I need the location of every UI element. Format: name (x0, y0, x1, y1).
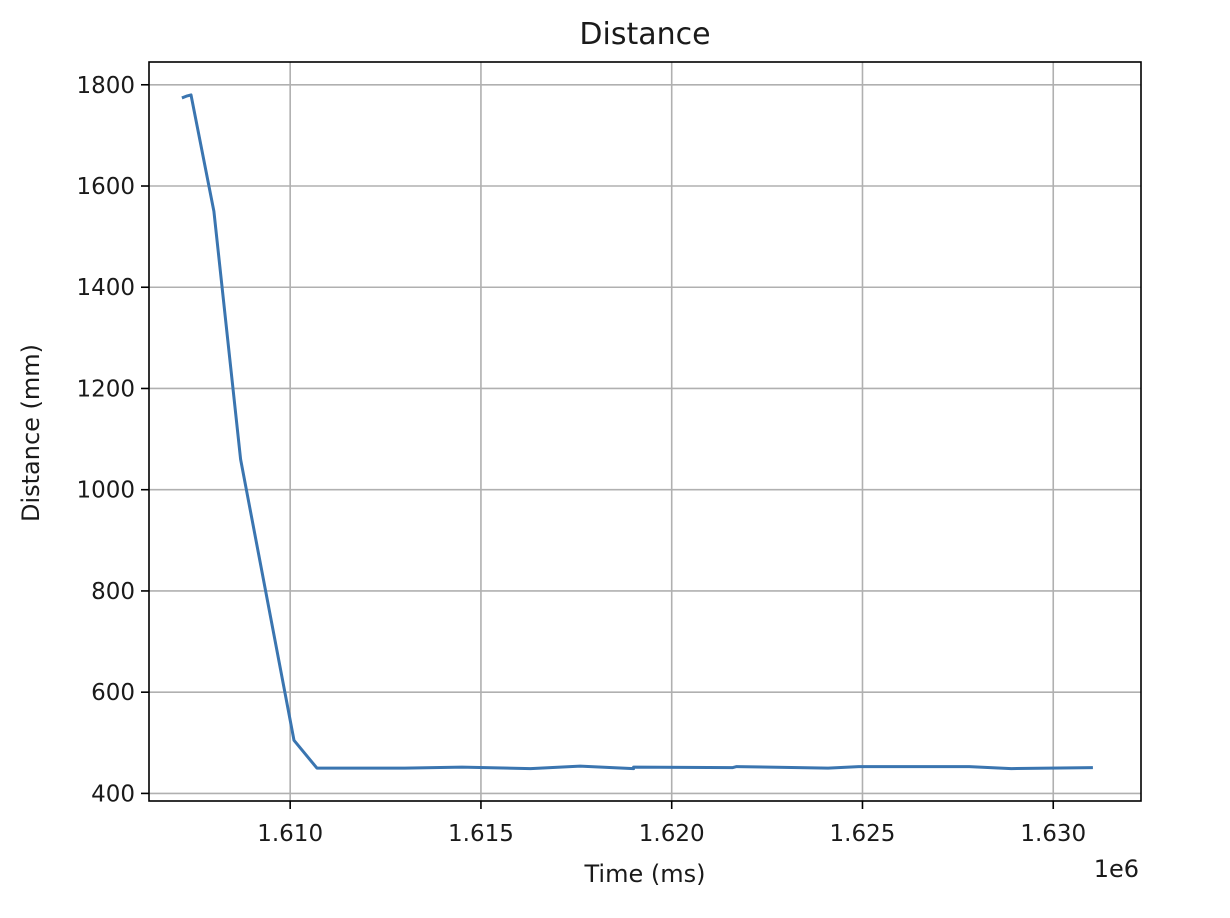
y-tick-label: 1200 (76, 376, 135, 402)
y-tick-label: 1800 (76, 73, 135, 99)
x-tick-label: 1.615 (448, 821, 514, 847)
x-tick-label: 1.620 (639, 821, 705, 847)
x-tick-label: 1.610 (257, 821, 323, 847)
y-tick-label: 1600 (76, 174, 135, 200)
chart-title: Distance (579, 17, 710, 52)
y-tick-label: 1400 (76, 275, 135, 301)
y-tick-label: 400 (91, 781, 135, 807)
y-tick-label: 600 (91, 680, 135, 706)
x-axis-offset-label: 1e6 (1094, 855, 1139, 883)
x-tick-label: 1.625 (830, 821, 896, 847)
x-axis-label: Time (ms) (584, 860, 706, 888)
y-tick-label: 800 (91, 579, 135, 605)
x-tick-label: 1.630 (1020, 821, 1086, 847)
y-tick-label: 1000 (76, 478, 135, 504)
y-axis-label: Distance (mm) (17, 344, 45, 522)
